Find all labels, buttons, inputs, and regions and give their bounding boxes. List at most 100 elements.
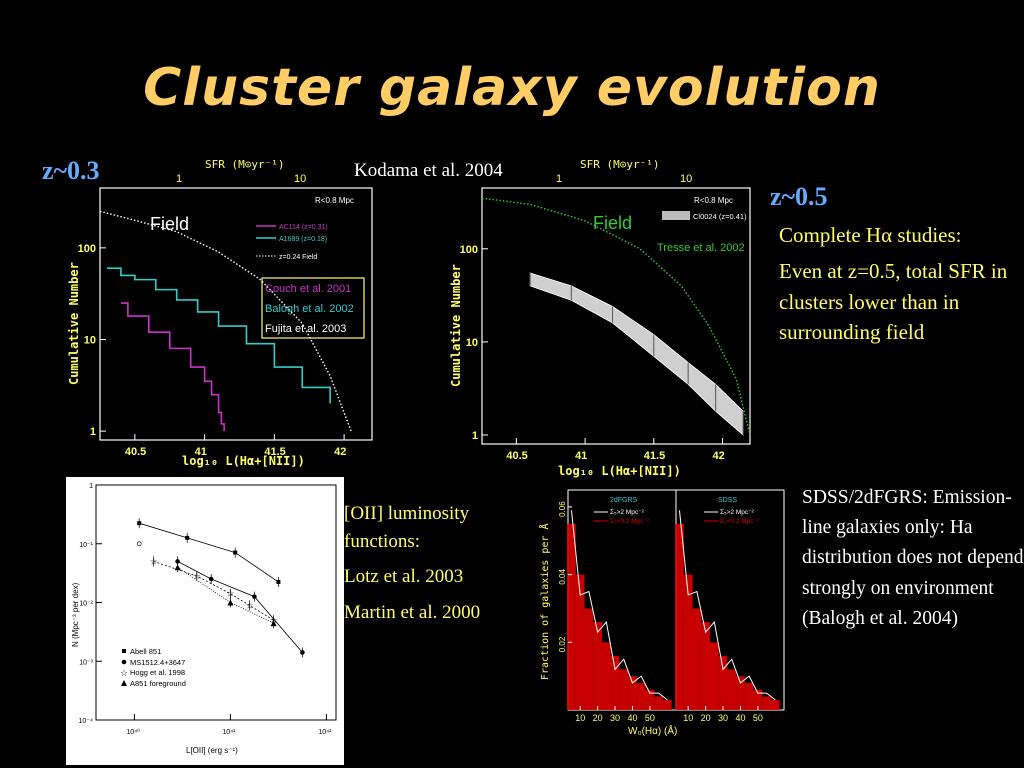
sdss-ylabel: Fraction of galaxies per Å: [538, 523, 551, 680]
sdss-bar: [567, 523, 576, 710]
left-marks: 40.5 41 41.5 42 1 10 100: [78, 210, 352, 458]
sdss-legend-left-2: Σ₅<0.2 Mpc⁻²: [610, 518, 650, 525]
mid-ytick-label-1: 10: [466, 337, 478, 349]
sdss-bar: [584, 608, 594, 710]
oii-text: [OII] luminosity functions: Lotz et al. …: [344, 500, 524, 626]
oii-xtick-label-2: 10⁴²: [318, 729, 332, 736]
sdss-ytick-label: 0.04: [558, 568, 567, 584]
right-text-line2: Even at z=0.5, total SFR in clusters low…: [779, 259, 1008, 345]
left-field-label: Field: [150, 214, 189, 234]
left-ytick-label-0: 1: [90, 426, 96, 438]
sdss-xtick-label: 20: [701, 713, 711, 723]
sdss-bar: [619, 669, 629, 710]
sdss-bar: [736, 676, 745, 710]
sdss-legend-right-1: Σ₅>2 Mpc⁻²: [720, 509, 755, 516]
oii-point-circle: [252, 594, 257, 599]
sdss-xtick-label: 10: [683, 713, 693, 723]
oii-ref1: Lotz et al. 2003: [344, 566, 464, 588]
oii-point-triangle: [270, 620, 277, 627]
mid-field-label: Field: [593, 213, 632, 233]
oii-point-circle: [208, 576, 214, 582]
oii-point-triangle: [174, 564, 181, 571]
sdss-marks: 10 20 30 40 50 0.02 0.04 0.06 10 20 30 40 50: [558, 489, 785, 723]
sdss-bar: [601, 642, 611, 710]
z-low-label: z~0.3: [42, 156, 100, 185]
left-ref-3: Fujita et al. 2003: [265, 323, 346, 335]
oii-point-square: [185, 535, 190, 540]
mid-top-axis-label: SFR (M⊙yr⁻¹): [580, 158, 659, 171]
sdss-bar: [762, 696, 771, 710]
left-series-0: [120, 302, 225, 432]
left-xlabel: log₁₀ L(Hα+[NII]): [182, 454, 305, 468]
sdss-bar: [645, 689, 655, 710]
sdss-bar: [701, 622, 710, 710]
left-series-1: [106, 267, 331, 404]
oii-xtick-label-0: 10⁴⁰: [126, 728, 140, 736]
sdss-xtick-label: 50: [753, 713, 763, 723]
sdss-bar: [709, 642, 719, 710]
oii-point-circle: [300, 650, 305, 655]
sdss-xtick-label: 10: [575, 713, 585, 723]
sdss-bar: [675, 523, 684, 710]
sdss-legend-right-2: Σ₅<0.2 Mpc⁻²: [720, 518, 760, 525]
left-top-axis-label: SFR (M⊙yr⁻¹): [205, 158, 284, 171]
sdss-ytick-label: 0.02: [558, 636, 567, 652]
sdss-bar: [593, 622, 602, 710]
oii-ytick-label-4: 10⁻⁴: [79, 718, 94, 725]
oii-series-line-1: [177, 561, 303, 653]
sdss-bar: [628, 676, 637, 710]
oii-legend: Abell 851 MS1512.4+3647 ☆ Hogg et al. 19…: [120, 647, 186, 688]
sdss-bar: [654, 696, 663, 710]
mid-xtick-label-3: 42: [713, 450, 725, 462]
mid-ref: Tresse et al. 2002: [657, 242, 745, 254]
oii-point-open: [136, 541, 142, 547]
mid-top-tick-2: 10: [680, 173, 692, 185]
left-xtick-label-1: 41: [195, 446, 207, 458]
mid-ylabel: Cumulative Number: [449, 264, 463, 387]
sdss-bar: [636, 682, 646, 710]
middle-cumulative-chart: SFR (M⊙yr⁻¹) 1 10 R<0.8 Mpc Cl0024 (z=0.…: [449, 158, 751, 478]
oii-marks: 10⁴⁰ 10⁴¹ 10⁴² 1 10⁻¹ 10⁻² 10⁻³ 10⁻⁴ ☆ ☆ ☆ ☆ ☆: [79, 483, 333, 736]
sdss-line-1: [678, 510, 776, 701]
sdss-xtick-label: 30: [718, 713, 728, 723]
oii-ytick-label-3: 10⁻³: [79, 659, 93, 666]
left-xtick-label-0: 40.5: [125, 446, 146, 458]
citation-top: Kodama et al. 2004: [354, 160, 503, 181]
oii-ylabel: N (Mpc⁻³ per dex): [71, 582, 80, 647]
sdss-bar: [744, 682, 754, 710]
oii-point-star: ☆: [193, 571, 201, 581]
sdss-bar: [662, 699, 672, 710]
mid-xtick-label-0: 40.5: [506, 450, 527, 462]
oii-xtick-label-1: 10⁴¹: [222, 729, 236, 736]
left-ytick-label-2: 100: [78, 243, 96, 255]
mid-legend: Cl0024 (z=0.41): [693, 212, 747, 221]
oii-series-line-0: [139, 522, 279, 583]
oii-point-star: ☆: [226, 589, 234, 599]
oii-point-square: [233, 550, 238, 555]
mid-xtick-label-1: 41: [575, 450, 587, 462]
sdss-bar: [727, 669, 737, 710]
mid-top-tick-1: 1: [556, 173, 562, 185]
sdss-xtick-label: 30: [610, 713, 620, 723]
left-legend-3: z=0.24 Field: [279, 254, 317, 261]
mid-xlabel: log₁₀ L(Hα+[NII]): [558, 464, 681, 478]
sdss-panel-label-1: 2dFGRS: [610, 497, 638, 504]
sdss-xtick-label: 40: [627, 713, 637, 723]
sdss-bar: [683, 574, 693, 710]
sdss-text: SDSS/2dFGRS: Emission-line galaxies only…: [802, 487, 1024, 629]
oii-luminosity-chart: 10⁴⁰ 10⁴¹ 10⁴² 1 10⁻¹ 10⁻² 10⁻³ 10⁻⁴ ☆ ☆ ☆ ☆ ☆ Abell…: [66, 477, 344, 765]
sdss-xtick-label: 50: [645, 713, 655, 723]
sdss-legend-left-1: Σ₅>2 Mpc⁻²: [610, 509, 645, 516]
sdss-bar: [718, 655, 728, 710]
oii-ytick-label-1: 10⁻¹: [79, 542, 93, 549]
oii-point-triangle: [227, 599, 234, 606]
right-text: Complete Hα studies: Even at z=0.5, tota…: [779, 220, 1024, 348]
z-high-label: z~0.5: [770, 182, 828, 211]
left-ylabel: Cumulative Number: [67, 262, 81, 385]
oii-ytick-label-0: 1: [89, 483, 93, 490]
oii-title: [OII] luminosity functions:: [344, 503, 470, 552]
oii-plot-frame: [95, 484, 337, 721]
left-corner-label: R<0.8 Mpc: [315, 196, 354, 205]
sdss-legend-right: Σ₅>2 Mpc⁻² Σ₅<0.2 Mpc⁻²: [704, 509, 760, 525]
